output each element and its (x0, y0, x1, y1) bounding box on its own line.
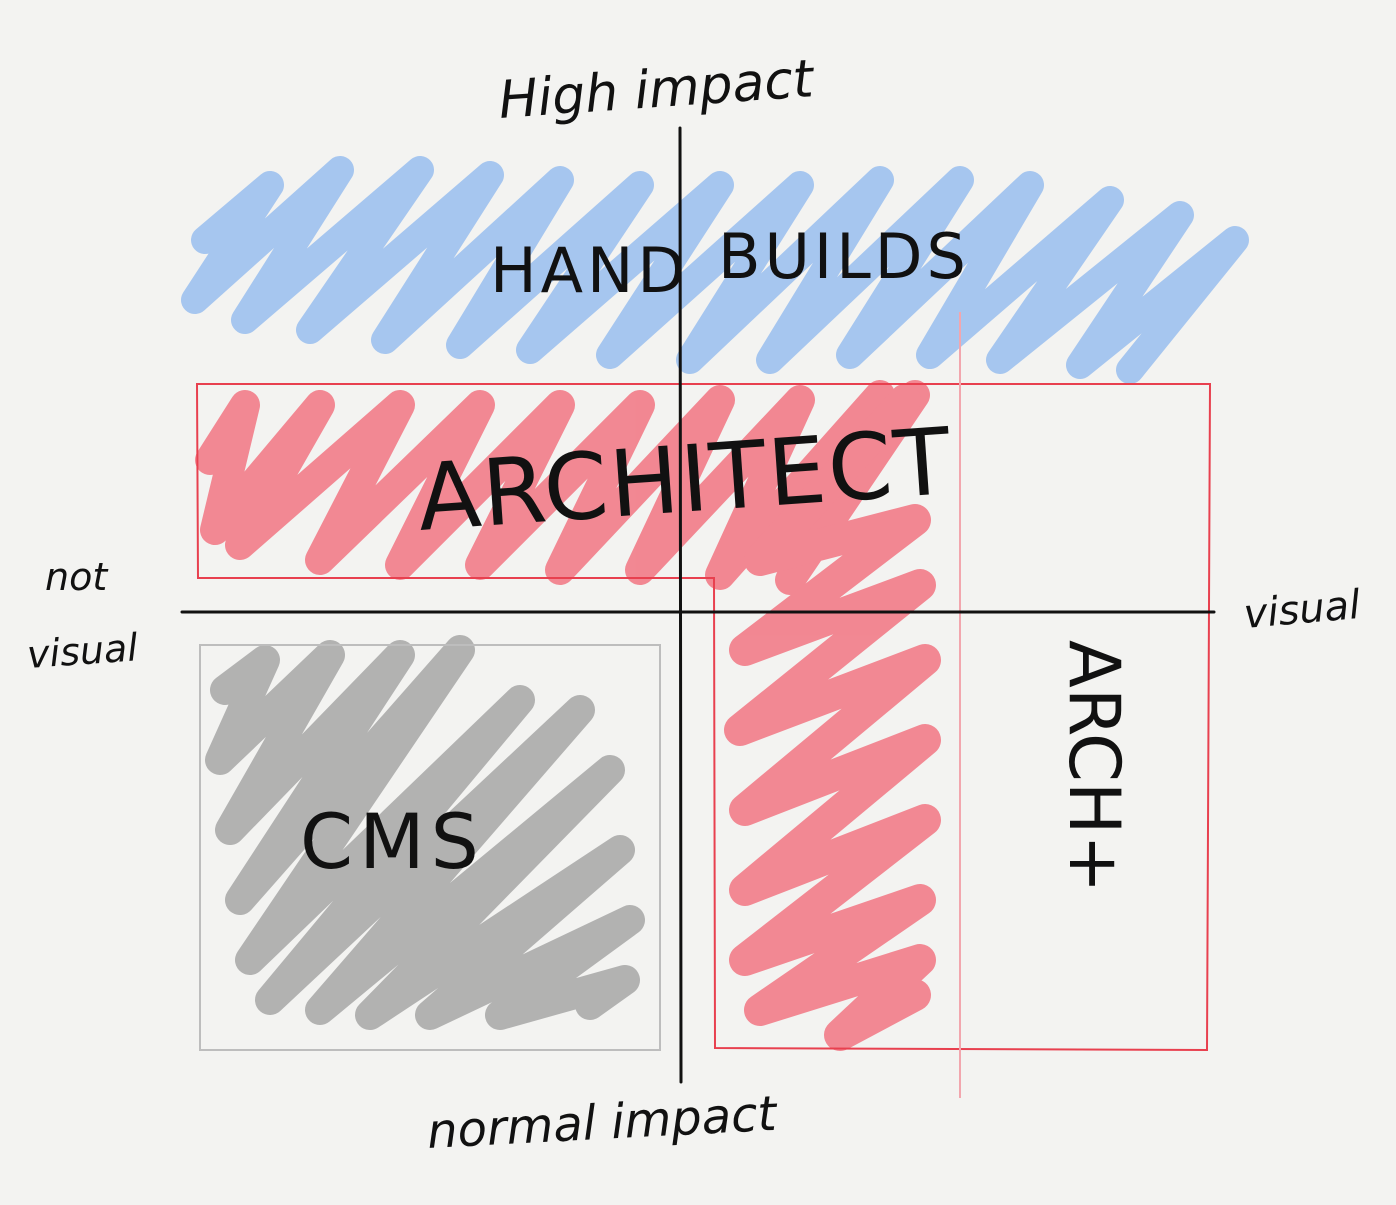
arch-plus-label: ARCH+ (1053, 640, 1135, 893)
cms-label: CMS (300, 797, 485, 886)
hand-builds-scribble-stroke (181, 156, 1249, 384)
left-axis-label-line1: not (45, 555, 109, 599)
cms-scribble-stroke (205, 635, 645, 1030)
cms-outline (199, 644, 661, 1051)
hand-builds-scribble (181, 156, 1249, 384)
architect-outline (195, 383, 1212, 1052)
hand-builds-label-left: HAND (490, 234, 689, 307)
right-axis-label: visual (1242, 582, 1362, 638)
hand-builds-label-right: BUILDS (718, 220, 970, 293)
left-axis-label-line2: visual (26, 625, 140, 677)
architect-scribble (195, 380, 941, 1051)
vertical-axis (678, 126, 683, 1084)
architect-column-scribble-stroke (724, 384, 941, 1051)
cms-scribble (205, 635, 645, 1030)
architect-band-scribble-stroke (195, 380, 930, 595)
